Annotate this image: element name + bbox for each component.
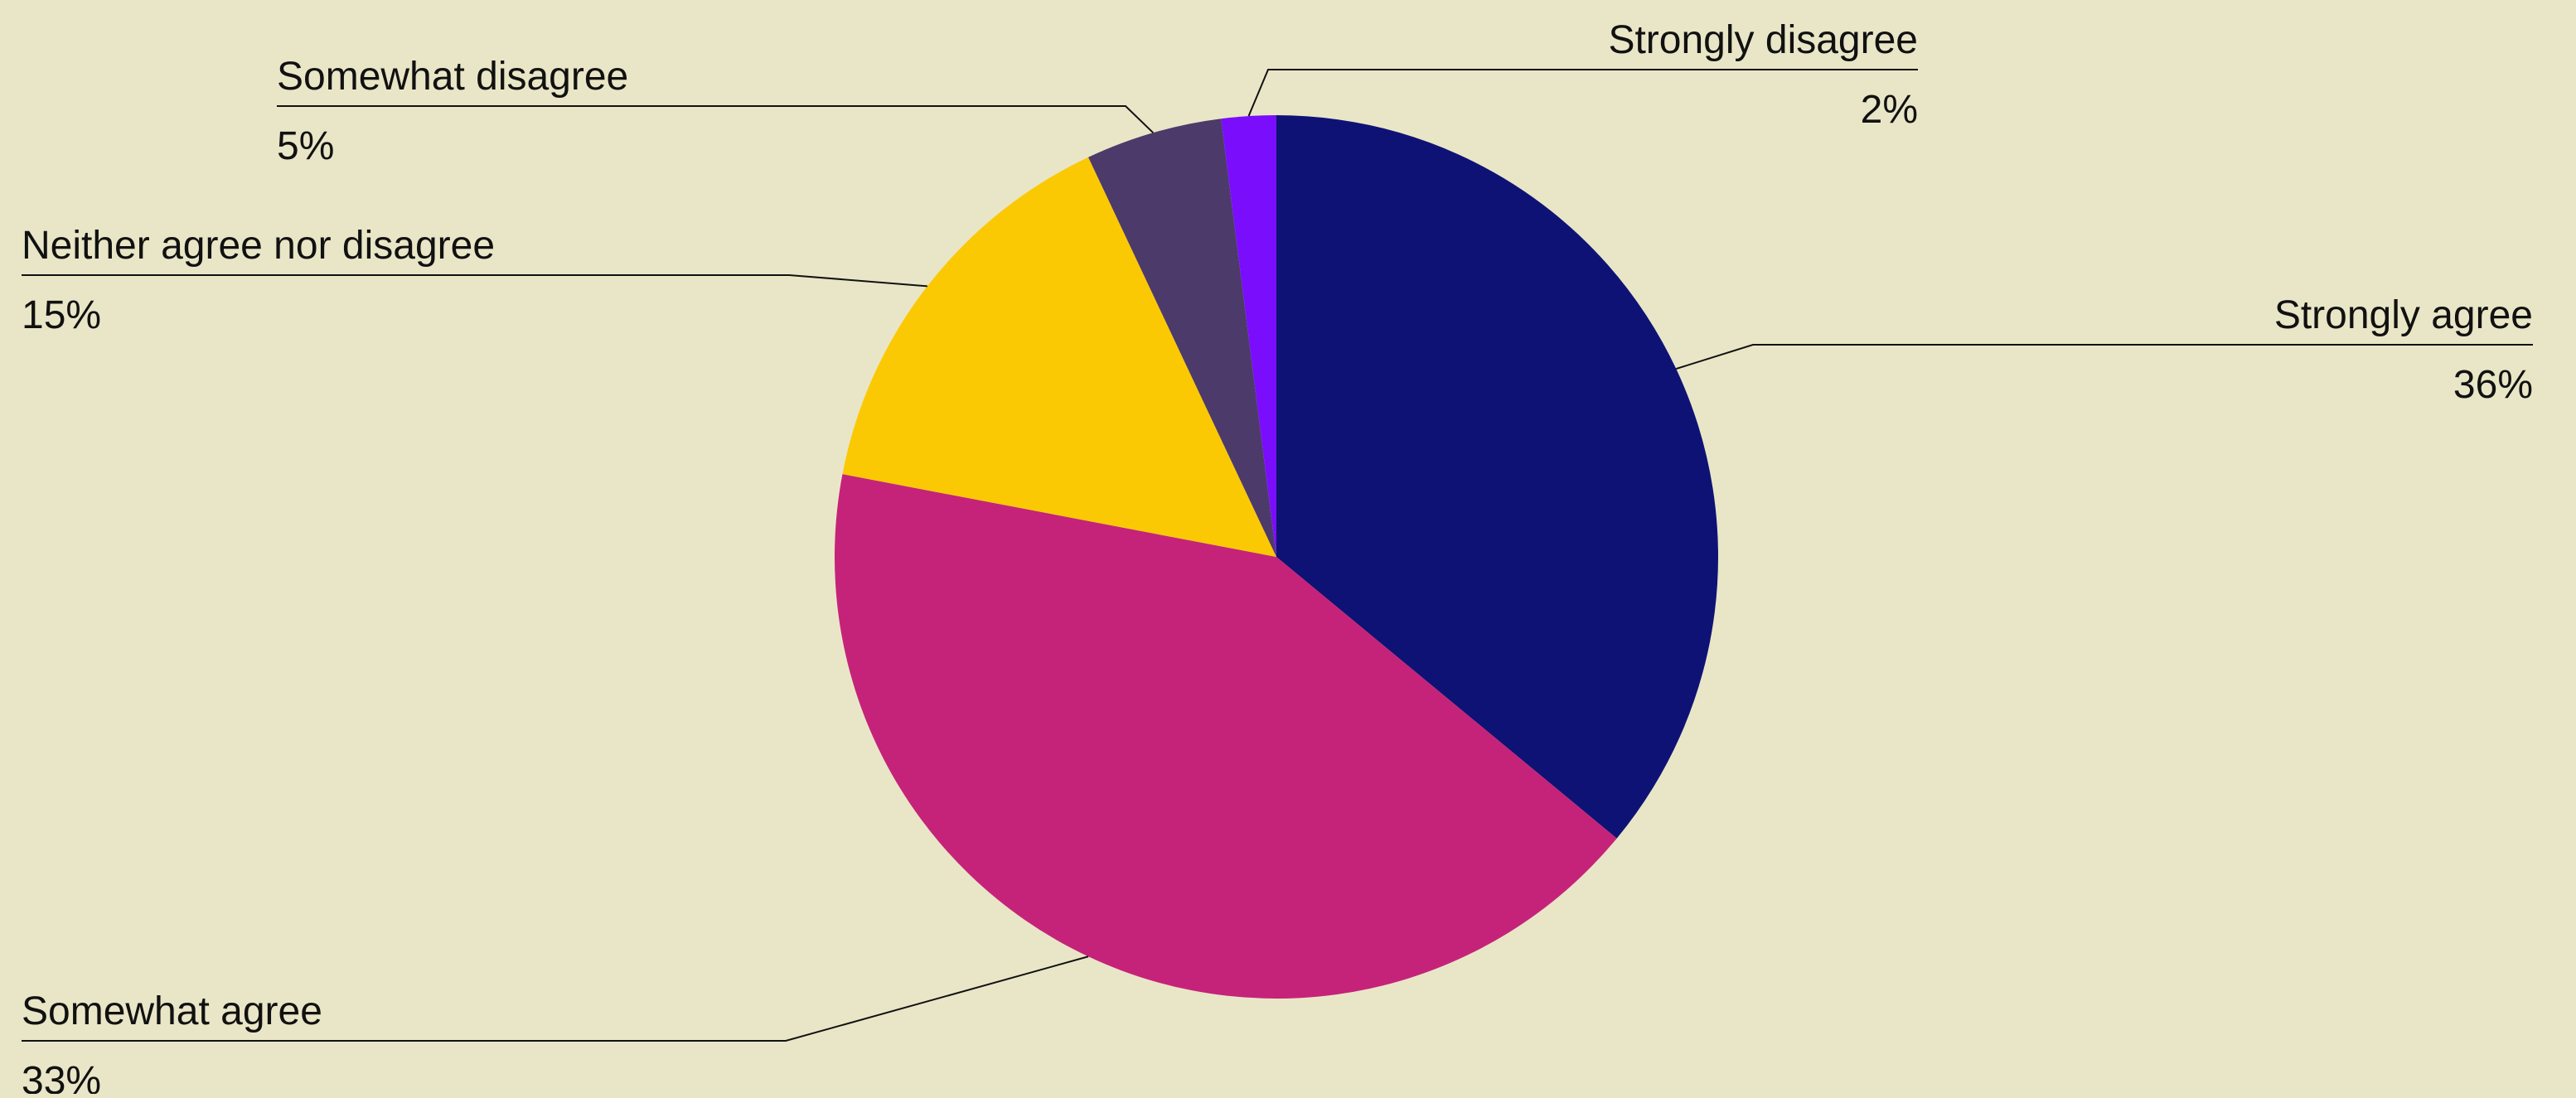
leader-line <box>22 955 1089 1042</box>
leader-lines <box>22 69 2533 1042</box>
pie-slice-strongly-agree <box>1276 115 1718 839</box>
slice-value-label: 2% <box>1861 88 1918 132</box>
pie-slice-somewhat-agree <box>834 474 1617 999</box>
pie-slice-somewhat-disagree <box>1088 119 1276 557</box>
slice-label: Somewhat disagree <box>277 55 628 99</box>
slice-label: Strongly disagree <box>1608 18 1918 62</box>
slice-label: Somewhat agree <box>22 989 322 1033</box>
slice-value-label: 5% <box>277 124 334 168</box>
pie-slice-neither-agree-nor-disagree <box>842 157 1276 558</box>
leader-line <box>277 105 1154 133</box>
leader-line <box>1675 344 2533 370</box>
pie-slice-strongly-disagree <box>1221 115 1276 557</box>
slice-label: Strongly agree <box>2274 293 2533 337</box>
leader-line <box>22 274 927 288</box>
slice-value-label: 15% <box>22 293 101 337</box>
pie-slices <box>834 115 1718 999</box>
slice-value-label: 36% <box>2453 363 2533 407</box>
slice-value-label: 33% <box>22 1059 101 1094</box>
slice-labels: Strongly agree 36% Somewhat agree 33% Neithe… <box>22 18 2533 1098</box>
leader-line <box>1247 69 1918 117</box>
slice-label: Neither agree nor disagree <box>22 224 495 268</box>
